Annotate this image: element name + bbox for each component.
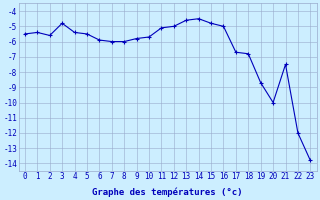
- X-axis label: Graphe des températures (°c): Graphe des températures (°c): [92, 187, 243, 197]
